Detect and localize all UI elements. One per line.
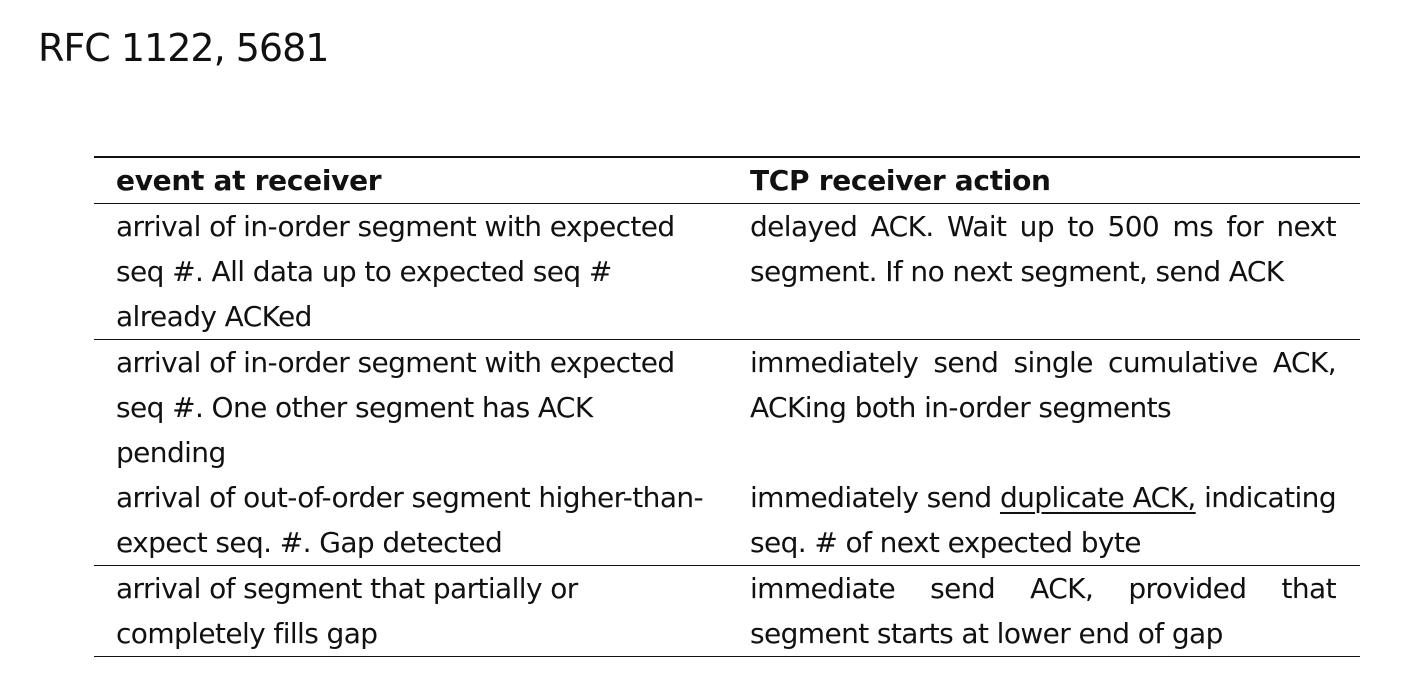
action-text-after: indicating seq. # of next expected byte (750, 481, 1337, 559)
event-cell: arrival of out-of-order segment higher-t… (94, 475, 728, 566)
action-text-before: immediately send (750, 481, 1000, 514)
table-row: arrival of in-order segment with expecte… (94, 340, 1360, 476)
action-cell: immediately send single cumulative ACK, … (750, 346, 1337, 424)
duplicate-ack-underlined: duplicate ACK, (999, 481, 1196, 514)
table-row: arrival of out-of-order segment higher-t… (94, 475, 1360, 566)
table-row: arrival of in-order segment with expecte… (94, 203, 1360, 340)
page-title: RFC 1122, 5681 (38, 26, 329, 70)
header-event-at-receiver: event at receiver (94, 156, 728, 204)
header-tcp-receiver-action: TCP receiver action (728, 156, 1360, 204)
action-cell: immediately send duplicate ACK, indicati… (728, 475, 1360, 566)
action-cell: delayed ACK. Wait up to 500 ms for next … (728, 203, 1360, 340)
table-header-row: event at receiver TCP receiver action (94, 156, 1360, 204)
table-row: arrival of segment that partially or com… (94, 565, 1360, 657)
event-cell: arrival of in-order segment with expecte… (94, 203, 728, 340)
tcp-ack-generation-table: event at receiver TCP receiver action ar… (94, 156, 1360, 657)
action-cell: immediate send ACK, provided that segmen… (728, 565, 1360, 657)
event-cell: arrival of segment that partially or com… (94, 565, 728, 657)
event-cell: arrival of in-order segment with expecte… (116, 346, 675, 469)
